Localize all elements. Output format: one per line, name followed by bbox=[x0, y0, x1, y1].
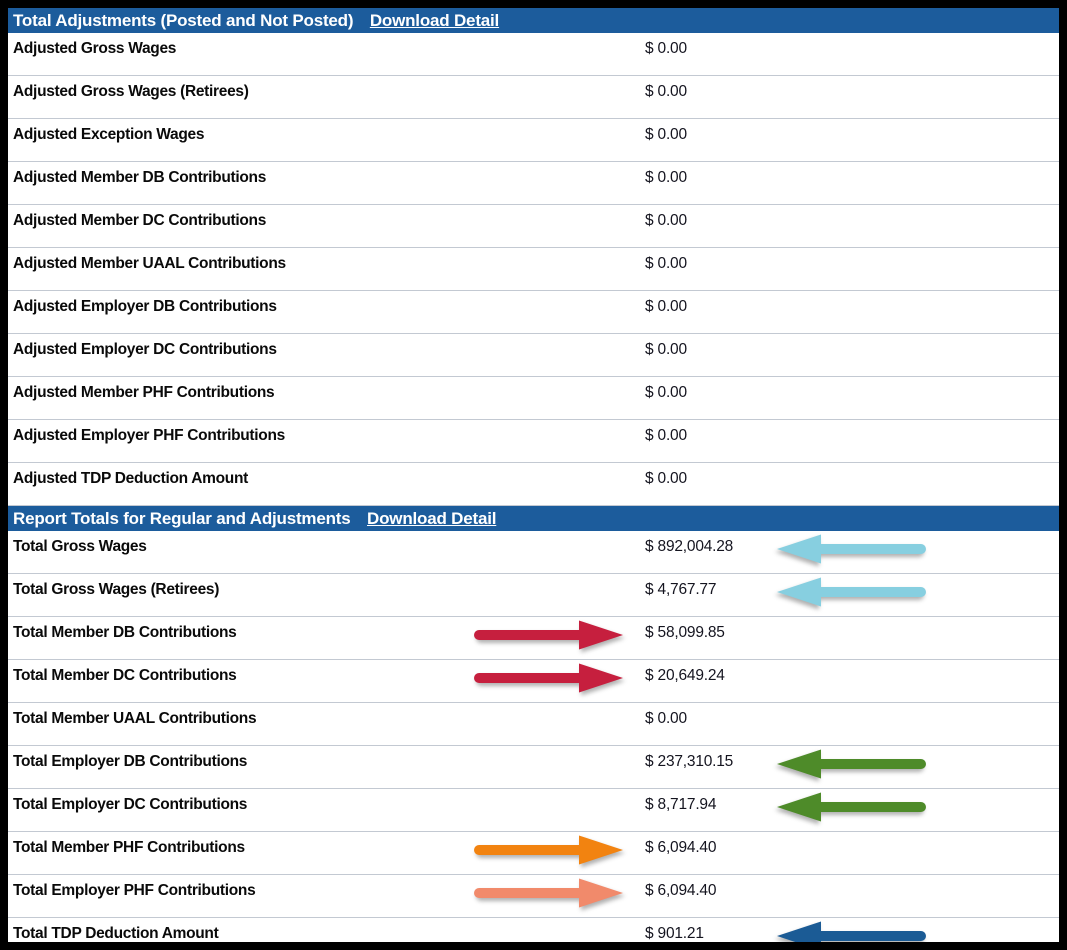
row-value: $ 892,004.28 bbox=[645, 538, 734, 555]
green-left-arrow-icon bbox=[776, 749, 932, 779]
row-label: Adjusted Member UAAL Contributions bbox=[13, 255, 286, 272]
section-title: Total Adjustments (Posted and Not Posted… bbox=[13, 11, 354, 30]
row-label: Total Gross Wages bbox=[13, 538, 147, 555]
row-value: $ 6,094.40 bbox=[645, 839, 717, 856]
row-value: $ 0.00 bbox=[645, 40, 687, 57]
row-label: Total Employer PHF Contributions bbox=[13, 882, 256, 899]
light-blue-left-arrow-icon bbox=[776, 534, 932, 564]
table-row: Adjusted Member PHF Contributions $ 0.00 bbox=[8, 377, 1059, 420]
green-left-arrow-icon bbox=[776, 792, 932, 822]
row-label: Total Employer DB Contributions bbox=[13, 753, 248, 770]
row-label: Adjusted Member DC Contributions bbox=[13, 212, 267, 229]
row-value: $ 0.00 bbox=[645, 341, 687, 358]
row-label: Adjusted Employer DB Contributions bbox=[13, 298, 277, 315]
row-value: $ 8,717.94 bbox=[645, 796, 717, 813]
row-value: $ 20,649.24 bbox=[645, 667, 725, 684]
table-row: Adjusted Gross Wages $ 0.00 bbox=[8, 33, 1059, 76]
table-row: Adjusted TDP Deduction Amount $ 0.00 bbox=[8, 463, 1059, 506]
row-value: $ 0.00 bbox=[645, 298, 687, 315]
table-row: Total Member DB Contributions $ 58,099.8… bbox=[8, 617, 1059, 660]
report-section: Total Adjustments (Posted and Not Posted… bbox=[8, 8, 1059, 506]
row-label: Total Member UAAL Contributions bbox=[13, 710, 257, 727]
section-rows: Adjusted Gross Wages $ 0.00 Adjusted Gro… bbox=[8, 33, 1059, 506]
row-value: $ 6,094.40 bbox=[645, 882, 717, 899]
row-label: Total Member PHF Contributions bbox=[13, 839, 245, 856]
row-label: Total Employer DC Contributions bbox=[13, 796, 248, 813]
row-label: Total Member DC Contributions bbox=[13, 667, 237, 684]
light-blue-left-arrow-icon bbox=[776, 577, 932, 607]
table-row: Adjusted Member DC Contributions $ 0.00 bbox=[8, 205, 1059, 248]
row-value: $ 0.00 bbox=[645, 169, 687, 186]
row-value: $ 237,310.15 bbox=[645, 753, 734, 770]
download-detail-link[interactable]: Download Detail bbox=[367, 509, 497, 528]
table-row: Adjusted Member UAAL Contributions $ 0.0… bbox=[8, 248, 1059, 291]
section-rows: Total Gross Wages $ 892,004.28 Total Gro… bbox=[8, 531, 1059, 942]
section-header: Total Adjustments (Posted and Not Posted… bbox=[8, 8, 1059, 33]
red-right-arrow-icon bbox=[468, 663, 624, 693]
row-value: $ 0.00 bbox=[645, 83, 687, 100]
table-row: Total Employer DB Contributions $ 237,31… bbox=[8, 746, 1059, 789]
salmon-right-arrow-icon bbox=[468, 878, 624, 908]
table-row: Total Employer DC Contributions $ 8,717.… bbox=[8, 789, 1059, 832]
orange-right-arrow-icon bbox=[468, 835, 624, 865]
table-row: Adjusted Member DB Contributions $ 0.00 bbox=[8, 162, 1059, 205]
row-value: $ 0.00 bbox=[645, 710, 687, 727]
table-row: Adjusted Employer DB Contributions $ 0.0… bbox=[8, 291, 1059, 334]
row-label: Adjusted Employer DC Contributions bbox=[13, 341, 277, 358]
row-label: Adjusted Gross Wages (Retirees) bbox=[13, 83, 249, 100]
table-row: Adjusted Exception Wages $ 0.00 bbox=[8, 119, 1059, 162]
table-row: Total Employer PHF Contributions $ 6,094… bbox=[8, 875, 1059, 918]
row-label: Adjusted Exception Wages bbox=[13, 126, 205, 143]
table-row: Total Member UAAL Contributions $ 0.00 bbox=[8, 703, 1059, 746]
row-label: Adjusted Member DB Contributions bbox=[13, 169, 267, 186]
report-section: Report Totals for Regular and Adjustment… bbox=[8, 506, 1059, 942]
row-label: Adjusted TDP Deduction Amount bbox=[13, 470, 248, 487]
section-title: Report Totals for Regular and Adjustment… bbox=[13, 509, 351, 528]
table-row: Adjusted Employer DC Contributions $ 0.0… bbox=[8, 334, 1059, 377]
row-value: $ 0.00 bbox=[645, 384, 687, 401]
table-row: Total Gross Wages (Retirees) $ 4,767.77 bbox=[8, 574, 1059, 617]
row-value: $ 58,099.85 bbox=[645, 624, 725, 641]
row-value: $ 901.21 bbox=[645, 925, 704, 942]
dark-blue-left-arrow-icon bbox=[776, 921, 932, 942]
table-row: Total TDP Deduction Amount $ 901.21 bbox=[8, 918, 1059, 942]
row-value: $ 0.00 bbox=[645, 427, 687, 444]
row-value: $ 0.00 bbox=[645, 126, 687, 143]
red-right-arrow-icon bbox=[468, 620, 624, 650]
row-label: Adjusted Member PHF Contributions bbox=[13, 384, 275, 401]
table-row: Total Member DC Contributions $ 20,649.2… bbox=[8, 660, 1059, 703]
row-value: $ 4,767.77 bbox=[645, 581, 717, 598]
table-row: Adjusted Employer PHF Contributions $ 0.… bbox=[8, 420, 1059, 463]
row-value: $ 0.00 bbox=[645, 255, 687, 272]
row-value: $ 0.00 bbox=[645, 212, 687, 229]
download-detail-link[interactable]: Download Detail bbox=[369, 11, 500, 30]
table-row: Total Member PHF Contributions $ 6,094.4… bbox=[8, 832, 1059, 875]
row-value: $ 0.00 bbox=[645, 470, 687, 487]
row-label: Adjusted Gross Wages bbox=[13, 40, 177, 57]
row-label: Total Gross Wages (Retirees) bbox=[13, 581, 220, 598]
row-label: Total Member DB Contributions bbox=[13, 624, 237, 641]
row-label: Adjusted Employer PHF Contributions bbox=[13, 427, 285, 444]
table-row: Adjusted Gross Wages (Retirees) $ 0.00 bbox=[8, 76, 1059, 119]
table-row: Total Gross Wages $ 892,004.28 bbox=[8, 531, 1059, 574]
section-header: Report Totals for Regular and Adjustment… bbox=[8, 506, 1059, 531]
row-label: Total TDP Deduction Amount bbox=[13, 925, 219, 942]
